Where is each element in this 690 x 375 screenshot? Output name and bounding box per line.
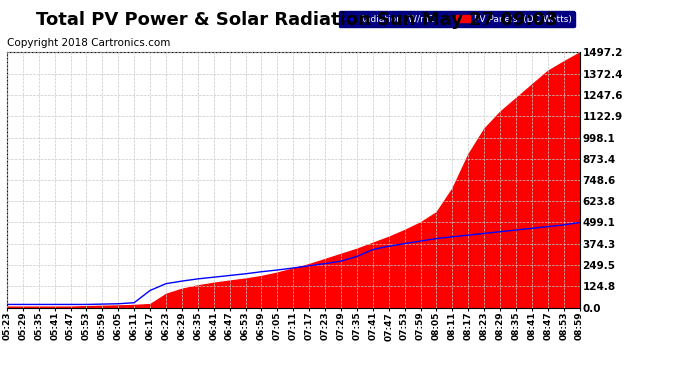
Text: Copyright 2018 Cartronics.com: Copyright 2018 Cartronics.com [7,38,170,48]
Legend: Radiation (W/m2), PV Panels  (DC Watts): Radiation (W/m2), PV Panels (DC Watts) [339,11,575,27]
Text: Total PV Power & Solar Radiation Sun May 27 09:03: Total PV Power & Solar Radiation Sun May… [36,11,558,29]
